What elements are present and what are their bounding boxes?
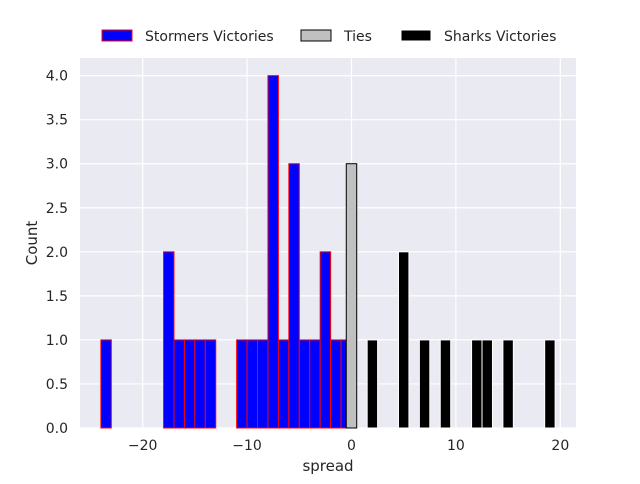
stormers-victories-bar xyxy=(277,339,290,429)
sharks-victories-bar xyxy=(397,251,410,429)
y-axis-ticks: 0.0 0.5 1.0 1.5 2.0 2.5 3.0 3.5 4.0 xyxy=(46,69,68,437)
ties-bar xyxy=(345,163,358,429)
stormers-victories-bar xyxy=(288,163,300,429)
y-tick-label: 3.0 xyxy=(46,157,68,173)
stormers-victories-bar xyxy=(257,339,269,429)
bars xyxy=(100,75,556,429)
sharks-victories-bar xyxy=(439,339,452,429)
y-tick-label: 1.5 xyxy=(46,289,68,305)
x-axis-label: spread xyxy=(302,457,353,475)
x-tick-label: 10 xyxy=(447,438,465,454)
y-tick-label: 0.5 xyxy=(46,377,68,393)
x-tick-label: −20 xyxy=(128,438,158,454)
stormers-victories-bar xyxy=(194,339,206,429)
y-tick-label: 2.5 xyxy=(46,201,68,217)
stormers-victories-bar xyxy=(204,339,217,429)
x-tick-label: 20 xyxy=(551,438,569,454)
y-axis-label: Count xyxy=(23,221,41,266)
y-tick-label: 1.0 xyxy=(46,333,68,349)
ties-legend-swatch xyxy=(300,29,332,42)
x-tick-label: 0 xyxy=(347,438,356,454)
sharks-victories-bar xyxy=(544,339,556,429)
stormers-victories-bar xyxy=(100,339,112,429)
sharks-victories-bar xyxy=(502,339,514,429)
sharks-victories-legend-swatch xyxy=(400,29,432,42)
y-tick-label: 2.0 xyxy=(46,245,68,261)
sharks-victories-bar xyxy=(418,339,431,429)
stormers-victories-bar xyxy=(298,339,311,429)
y-tick-label: 0.0 xyxy=(46,421,68,437)
stormers-victories-bar xyxy=(173,339,185,429)
sharks-victories-legend-label: Sharks Victories xyxy=(444,29,556,45)
stormers-victories-legend-label: Stormers Victories xyxy=(145,29,274,45)
x-axis-ticks: −20 −10 0 10 20 xyxy=(128,438,569,454)
sharks-victories-bar xyxy=(366,339,379,429)
stormers-victories-legend-swatch xyxy=(101,29,133,42)
ties-legend-label: Ties xyxy=(343,29,372,45)
sharks-victories-bar xyxy=(471,339,483,429)
stormers-victories-bar xyxy=(183,339,196,429)
y-tick-label: 3.5 xyxy=(46,113,68,129)
stormers-victories-bar xyxy=(309,339,321,429)
stormers-victories-bar xyxy=(246,339,259,429)
stormers-victories-bar xyxy=(319,251,332,429)
stormers-victories-bar xyxy=(267,75,279,429)
x-tick-label: −10 xyxy=(232,438,262,454)
sharks-victories-bar xyxy=(481,339,493,429)
stormers-victories-bar xyxy=(163,251,175,429)
stormers-victories-bar xyxy=(236,339,248,429)
y-tick-label: 4.0 xyxy=(46,69,68,85)
stormers-victories-bar xyxy=(330,339,342,429)
legend: Stormers Victories Ties Sharks Victories xyxy=(101,29,556,45)
